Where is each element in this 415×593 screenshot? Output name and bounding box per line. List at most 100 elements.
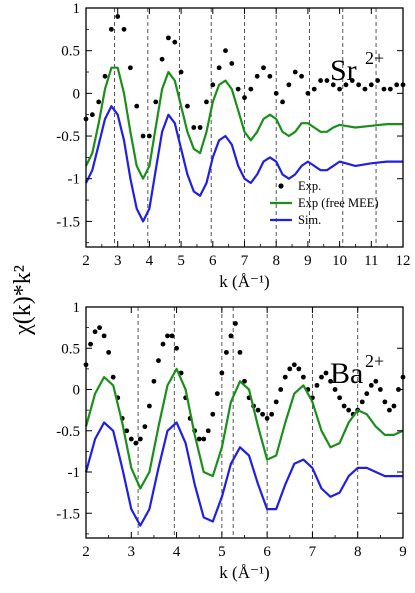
exp-data-point [368,82,374,88]
exp-data-point [128,436,134,442]
exp-data-point [324,78,330,83]
x-tick-label: 4 [173,544,181,560]
exp-data-point [291,362,297,368]
exp-data-point [346,407,352,413]
exp-data-point [102,73,108,79]
exp-data-point [210,82,216,88]
ion-label-charge: 2+ [365,48,384,68]
exp-data-point [296,366,302,372]
y-tick-label: 1 [73,1,81,17]
exp-data-point [292,69,298,75]
exp-data-point [242,378,247,384]
exp-data-point [96,99,102,105]
exp-data-point [299,73,304,79]
x-tick-label: 8 [354,544,362,560]
x-tick-label: 9 [304,253,312,269]
exp-data-point [330,82,336,88]
exp-data-point [242,95,247,101]
exp-data-point [381,86,387,92]
exp-data-point [92,329,98,335]
x-axis-label: k (Å⁻¹) [219,563,269,582]
y-tick-label: -1.5 [56,506,80,522]
y-tick-label: -1 [68,172,81,188]
legend-label: Sim. [298,213,321,227]
exp-data-point [391,403,397,409]
x-tick-label: 6 [209,253,217,269]
exp-data-point [174,345,179,351]
x-tick-label: 5 [218,544,226,560]
exp-data-point [237,349,243,355]
legend-label: Exp (free MEE) [298,196,379,210]
exp-data-point [382,399,388,405]
exp-data-point [235,86,241,92]
exp-data-point [387,86,393,92]
exp-data-point [264,415,270,421]
exp-data-point [204,99,209,105]
exp-data-point [89,112,95,118]
x-tick-label: 3 [128,544,136,560]
x-tick-label: 8 [272,253,280,269]
exp-data-point [343,82,349,88]
exp-data-point [228,333,234,339]
y-axis-label: χ(k)*k² [10,265,36,336]
x-tick-label: 2 [82,253,90,269]
exp-data-point [223,349,229,355]
ion-label-charge: 2+ [365,351,384,371]
x-tick-label: 11 [364,253,378,269]
y-tick-label: 0.5 [61,44,80,60]
exp-data-point [373,378,379,384]
exp-data-point [160,341,166,347]
exp-data-point [106,349,112,355]
y-tick-label: -0.5 [56,129,80,145]
x-tick-label: 6 [263,544,271,560]
panel-ba: 2 3 4 5 6 7 8 9 1 0.5 0 -0.5 -1 -1.5 k (Å⁻¹) Ba 2+ [56,300,407,582]
exp-data-point [287,366,293,372]
exp-data-point [248,86,254,92]
exp-data-point [115,14,121,19]
exp-data-point [269,411,275,417]
exp-data-point [254,73,260,79]
exp-data-point [273,399,279,405]
exp-data-point [356,82,362,88]
exp-data-point [108,26,114,32]
x-tick-label: 7 [241,253,249,269]
exp-data-point [359,399,365,405]
exp-data-point [233,321,238,326]
sim-line [85,105,403,223]
legend: Exp. Exp (free MEE) Sim. [270,179,379,227]
y-tick-label: -1.5 [56,214,80,230]
exp-data-point [337,395,342,401]
exp-data-point [127,65,133,71]
exp-free-mee-line [85,66,403,180]
exp-data-point [197,125,203,130]
exp-data-point [286,82,292,88]
exp-data-point [349,78,355,83]
exp-data-point [147,403,152,409]
exp-data-point [169,333,175,339]
legend-marker-exp [278,183,284,189]
exp-data-point [318,78,323,83]
exp-data-point [337,86,342,92]
exp-data-point [210,411,216,417]
x-axis-label: k (Å⁻¹) [219,272,269,291]
legend-label: Exp. [298,179,321,193]
exp-data-point [121,26,127,32]
exp-data-point [255,407,261,413]
exp-data-point [328,378,333,384]
exp-data-point [137,436,143,442]
exp-data-point [147,133,152,139]
exp-data-point [165,333,170,339]
exp-data-point [133,440,139,446]
exp-data-point [97,325,102,331]
y-tick-label: 1 [73,300,81,316]
exp-data-point [375,78,381,83]
exp-data-point [223,48,228,54]
exp-data-point [394,82,400,88]
exp-data-point [110,374,116,380]
y-tick-label: 0 [73,86,81,102]
x-tick-label: 4 [146,253,154,269]
exp-data-point [377,387,383,392]
exp-free-mee-line [84,367,404,490]
exp-data-point [185,103,190,109]
